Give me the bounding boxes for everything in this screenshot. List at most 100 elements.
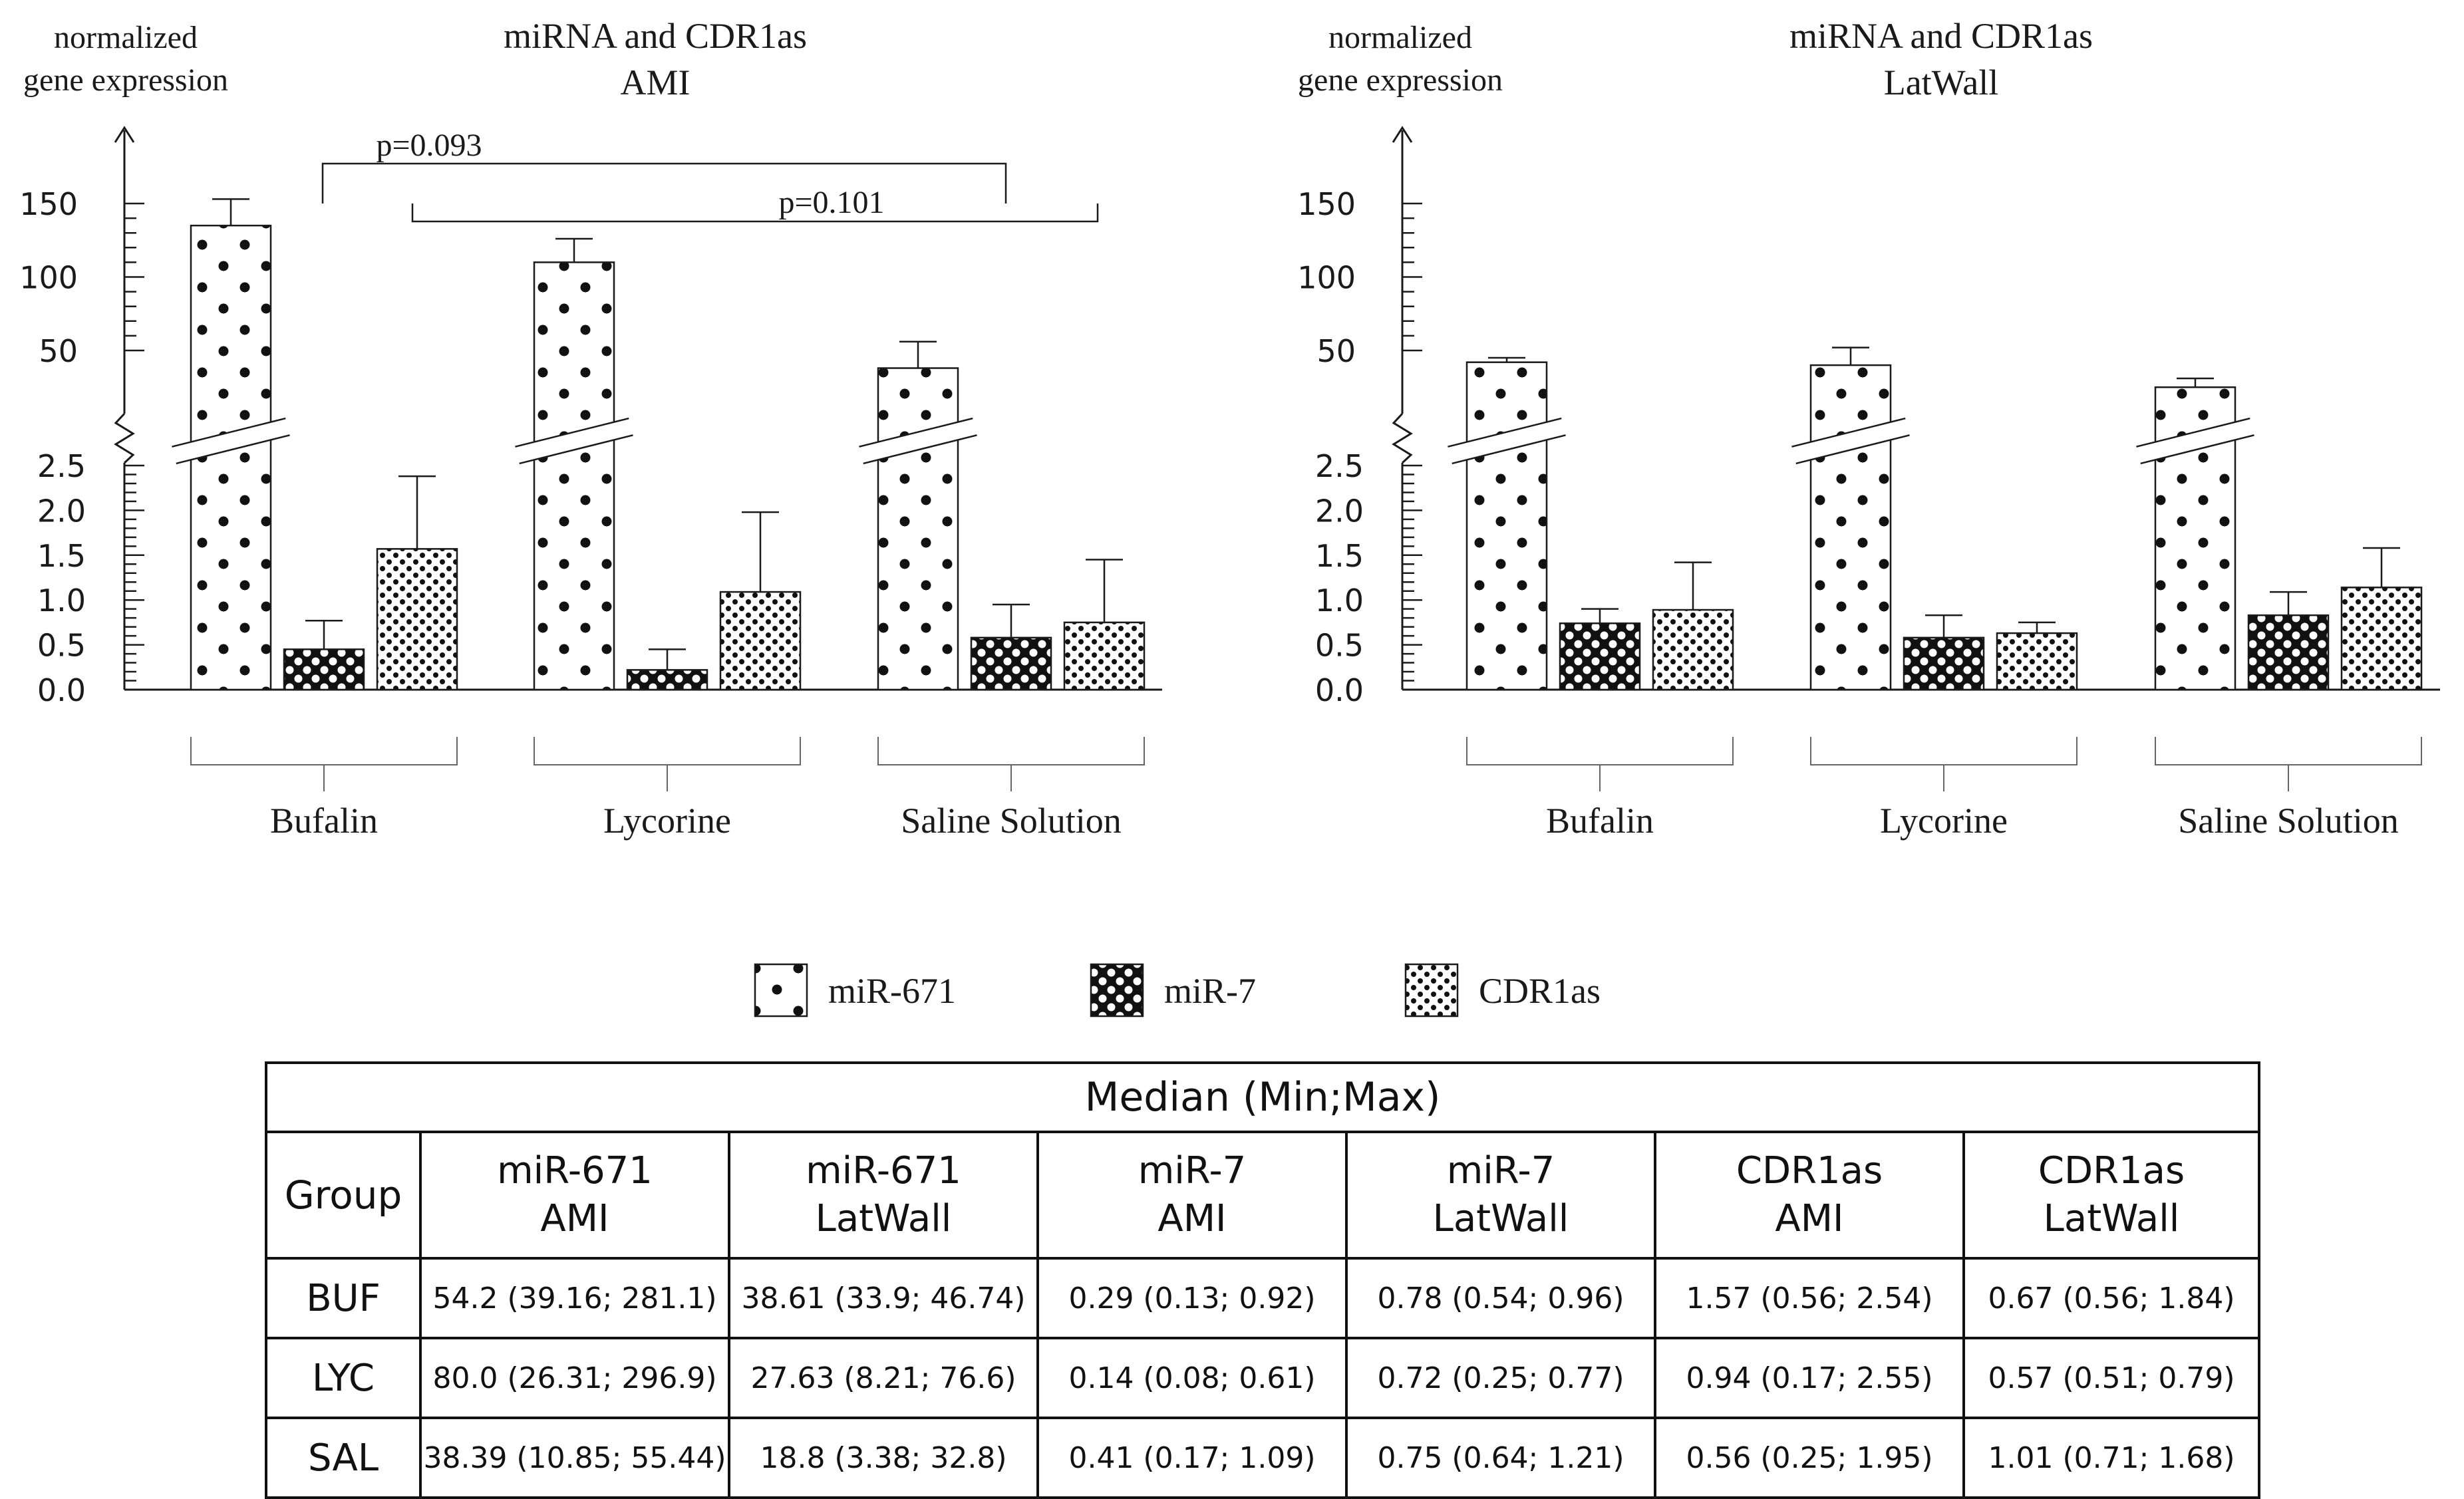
y-tick-label: 2.5 [1315,448,1364,484]
bar-break-gap [170,418,291,464]
legend-label: miR-671 [828,971,956,1011]
bar-break-line [515,417,629,448]
bar-mir-671 [1465,361,1548,691]
table-cell: 0.67 (0.56; 1.84) [1962,1257,2261,1339]
bar-break-gap [1446,418,1567,464]
bar-mir-7 [283,648,365,691]
bar-cdr1as [1063,621,1146,691]
bar-mir-671 [1809,364,1892,691]
group-header: Group [265,1131,422,1260]
y-tick-label: 150 [1297,186,1356,222]
y-tick-label: 0.5 [1315,628,1364,664]
y-tick-label: 150 [19,186,78,222]
table-cell: 27.63 (8.21; 76.6) [728,1337,1039,1419]
bar-break-gap [514,418,635,464]
y-axis-arrow [114,126,135,143]
significance-bracket [321,162,1007,204]
y-axis-break [114,412,135,464]
legend-swatch [754,963,808,1018]
category-bracket [534,737,801,765]
panel-latwall: miRNA and CDR1as LatWall normalized gene ex… [1297,16,2440,841]
bar-break-line [176,434,290,465]
table-cell: 0.72 (0.25; 0.77) [1345,1337,1656,1419]
table-cell: 38.61 (33.9; 46.74) [728,1257,1039,1339]
bar-break-line [172,417,286,448]
category-bracket [190,737,458,765]
stats-table: Median (Min;Max) Group miR-671 AMI miR-67… [264,1061,2261,1499]
y-tick-label: 0.0 [1315,672,1364,708]
table-cell: 38.39 (10.85; 55.44) [419,1417,730,1499]
table-cell: 54.2 (39.16; 281.1) [419,1257,730,1339]
bar-break-line [2140,434,2254,465]
y-tick-label: 100 [1297,260,1356,296]
chart-area: miRNA and CDR1as AMI normalized gene expres… [19,16,2440,1018]
y-tick-label: 2.0 [37,493,86,529]
row-label: BUF [265,1257,422,1339]
y-tick-label: 1.5 [1315,538,1364,574]
y-tick-label: 1.0 [37,583,86,618]
bar-mir-671 [877,367,959,691]
table-cell: 0.57 (0.51; 0.79) [1962,1337,2261,1419]
category-label: Lycorine [1880,801,2008,841]
table-row: LYC 80.0 (26.31; 296.9) 27.63 (8.21; 76.… [265,1337,2261,1419]
bar-cdr1as [376,548,458,691]
y-tick-label: 50 [1316,333,1356,369]
chart-title-line1: miRNA and CDR1as [1789,16,2093,56]
p-value-label: p=0.093 [376,128,482,163]
y-tick-label: 0.0 [37,672,86,708]
table-cell: 0.94 (0.17; 2.55) [1654,1337,1965,1419]
bar-break-line [863,434,977,465]
bar-break-gap [1790,418,1911,464]
row-label: SAL [265,1417,422,1499]
y-axis-break [1392,412,1413,464]
bar-cdr1as [1652,609,1734,691]
column-header: miR-7 LatWall [1345,1131,1656,1260]
p-value-label: p=0.101 [778,185,884,220]
bar-mir-7 [626,669,708,691]
bar-mir-7 [1903,636,1985,691]
y-axis-label-line2: gene expression [1298,63,1503,98]
y-tick-label: 100 [19,260,78,296]
category-label: Lycorine [603,801,731,841]
y-tick-label: 1.0 [1315,583,1364,618]
bar-break-line [1452,434,1566,465]
bar-break-line [859,417,973,448]
y-tick-label: 50 [39,333,78,369]
chart-title-line2: AMI [621,63,691,102]
bar-cdr1as [719,591,802,691]
bar-break-line [1448,417,1562,448]
column-header: CDR1as AMI [1654,1131,1965,1260]
bar-mir-671 [190,224,272,691]
category-bracket [1466,737,1734,765]
table-cell: 18.8 (3.38; 32.8) [728,1417,1039,1499]
bar-break-gap [857,418,979,464]
bar-break-line [2136,417,2250,448]
bar-cdr1as [1996,632,2078,691]
table-cell: 0.78 (0.54; 0.96) [1345,1257,1656,1339]
bar-break-line [519,434,633,465]
table-cell: 1.01 (0.71; 1.68) [1962,1417,2261,1499]
column-header: miR-671 AMI [419,1131,730,1260]
y-axis-arrow [1392,126,1413,143]
column-header: miR-671 LatWall [728,1131,1039,1260]
category-label: Bufalin [1546,801,1654,841]
y-tick-label: 0.5 [37,628,86,664]
y-tick-label: 2.5 [37,448,86,484]
legend-label: CDR1as [1479,971,1601,1011]
table-cell: 0.56 (0.25; 1.95) [1654,1417,1965,1499]
y-tick-label: 2.0 [1315,493,1364,529]
table-row: SAL 38.39 (10.85; 55.44) 18.8 (3.38; 32.… [265,1417,2261,1499]
table-cell: 0.29 (0.13; 0.92) [1036,1257,1348,1339]
legend-label: miR-7 [1164,971,1256,1011]
category-bracket [877,737,1145,765]
table-row: BUF 54.2 (39.16; 281.1) 38.61 (33.9; 46.… [265,1257,2261,1339]
bar-break-line [1791,417,1906,448]
chart-title-line2: LatWall [1884,63,1999,102]
legend-swatch [1090,963,1144,1018]
row-label: LYC [265,1337,422,1419]
category-label: Saline Solution [2178,801,2399,841]
y-axis-label-line2: gene expression [23,63,228,98]
panel-ami: miRNA and CDR1as AMI normalized gene expres… [19,16,1162,841]
bar-mir-7 [2247,614,2330,691]
y-tick-label: 1.5 [37,538,86,574]
